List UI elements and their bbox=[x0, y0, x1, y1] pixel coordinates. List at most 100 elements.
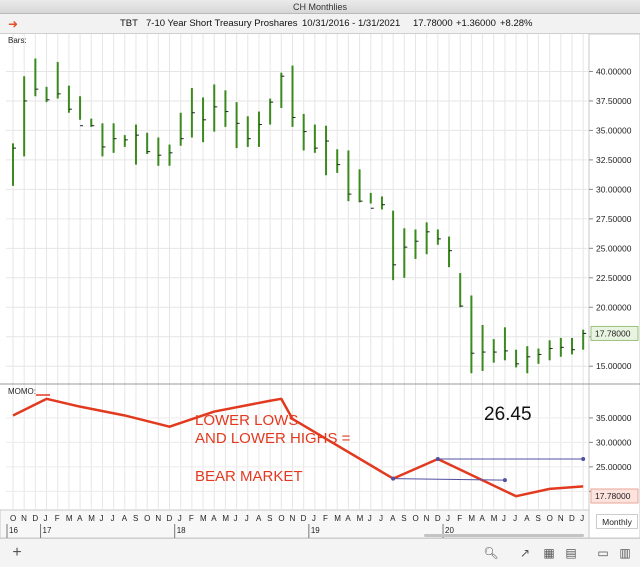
trend-line bbox=[393, 478, 505, 481]
horizontal-scrollbar bbox=[424, 534, 584, 537]
y-tick-label: 30.00000 bbox=[596, 437, 632, 447]
panel-icon[interactable]: ▥ bbox=[619, 546, 631, 560]
x-month-label: J bbox=[234, 514, 238, 523]
momo-last-box bbox=[590, 488, 639, 504]
chart-header: ➜ TBT 7-10 Year Short Treasury Proshares… bbox=[0, 14, 640, 34]
level-label: 26.45 bbox=[484, 404, 532, 425]
x-month-label: M bbox=[222, 514, 229, 523]
x-month-label: A bbox=[345, 514, 351, 523]
y-tick-label: 30.00000 bbox=[596, 184, 632, 194]
trend-line-handle bbox=[435, 457, 440, 462]
x-month-label: F bbox=[323, 514, 328, 523]
x-month-label: A bbox=[256, 514, 262, 523]
x-month-label: N bbox=[155, 514, 161, 523]
x-month-label: J bbox=[379, 514, 383, 523]
x-month-label: N bbox=[424, 514, 430, 523]
x-month-label: D bbox=[301, 514, 307, 523]
x-month-label: J bbox=[580, 514, 584, 523]
x-month-label: A bbox=[524, 514, 530, 523]
x-month-label: N bbox=[21, 514, 27, 523]
grid-icon[interactable]: ▦ bbox=[543, 546, 555, 560]
x-month-label: J bbox=[99, 514, 103, 523]
x-month-label: D bbox=[167, 514, 173, 523]
x-month-label: M bbox=[200, 514, 207, 523]
x-month-label: O bbox=[278, 514, 284, 523]
price-change: +1.36000 bbox=[456, 18, 496, 29]
x-month-label: J bbox=[513, 514, 517, 523]
symbol: TBT bbox=[120, 18, 138, 29]
last-price: 17.78000 bbox=[413, 18, 453, 29]
trend-line-handle bbox=[502, 478, 507, 483]
x-month-label: M bbox=[334, 514, 341, 523]
momo-pane-label: MOMO: bbox=[8, 387, 36, 396]
percent-change: +8.28% bbox=[500, 18, 533, 29]
x-month-label: F bbox=[189, 514, 194, 523]
book-icon[interactable]: ▭ bbox=[597, 546, 609, 560]
x-month-label: M bbox=[357, 514, 364, 523]
y-tick-label: 27.50000 bbox=[596, 214, 632, 224]
bottom-toolbar: + 🔍︎ ↗ ▦ ▤ ▭ ▥ bbox=[0, 538, 640, 567]
x-month-label: D bbox=[569, 514, 575, 523]
x-month-label: D bbox=[435, 514, 441, 523]
x-month-label: A bbox=[390, 514, 396, 523]
layout-icon[interactable]: ▤ bbox=[565, 546, 577, 560]
x-year-label: 16 bbox=[9, 526, 18, 535]
x-month-label: O bbox=[10, 514, 16, 523]
momo-line bbox=[12, 397, 584, 498]
x-month-label: A bbox=[77, 514, 83, 523]
x-month-label: N bbox=[290, 514, 296, 523]
y-tick-label: 37.50000 bbox=[596, 96, 632, 106]
x-month-label: A bbox=[211, 514, 217, 523]
x-month-label: J bbox=[312, 514, 316, 523]
annotation-line: LOWER LOWS bbox=[195, 412, 298, 429]
annotation-line: BEAR MARKET bbox=[195, 468, 303, 485]
x-month-label: J bbox=[446, 514, 450, 523]
x-year-label: 17 bbox=[43, 526, 52, 535]
chart-background bbox=[0, 34, 640, 538]
x-month-label: S bbox=[133, 514, 138, 523]
y-tick-label: 35.00000 bbox=[596, 125, 632, 135]
symbol-description: 7-10 Year Short Treasury Proshares bbox=[146, 18, 298, 29]
y-tick-label: 22.50000 bbox=[596, 273, 632, 283]
price-pane-label: Bars: bbox=[8, 36, 27, 45]
x-month-label: N bbox=[558, 514, 564, 523]
y-tick-label: 35.00000 bbox=[596, 413, 632, 423]
x-axis-strip bbox=[0, 509, 590, 538]
window-title: CH Monthlies bbox=[0, 0, 640, 14]
x-month-label: M bbox=[66, 514, 73, 523]
last-price-label: 17.78000 bbox=[595, 328, 631, 338]
draw-line-icon[interactable]: ↗ bbox=[519, 546, 531, 560]
x-month-label: O bbox=[547, 514, 553, 523]
x-month-label: J bbox=[111, 514, 115, 523]
trend-line-handle bbox=[581, 457, 586, 462]
x-month-label: J bbox=[502, 514, 506, 523]
x-month-label: J bbox=[178, 514, 182, 523]
trend-line-handle bbox=[391, 476, 396, 481]
momo-last-label: 17.78000 bbox=[595, 491, 631, 501]
annotation-line: AND LOWER HIGHS = bbox=[195, 430, 351, 447]
x-month-label: M bbox=[491, 514, 498, 523]
interval-button[interactable]: Monthly bbox=[596, 514, 638, 529]
y-axis-strip bbox=[588, 34, 640, 538]
y-tick-label: 25.00000 bbox=[596, 462, 632, 472]
y-tick-label: 25.00000 bbox=[596, 243, 632, 253]
x-month-label: F bbox=[457, 514, 462, 523]
x-month-label: D bbox=[32, 514, 38, 523]
x-month-label: S bbox=[267, 514, 272, 523]
x-year-label: 20 bbox=[445, 526, 454, 535]
x-month-label: J bbox=[44, 514, 48, 523]
x-month-label: J bbox=[368, 514, 372, 523]
x-month-label: O bbox=[144, 514, 150, 523]
x-month-label: A bbox=[122, 514, 128, 523]
x-month-label: M bbox=[468, 514, 475, 523]
search-icon[interactable]: 🔍︎ bbox=[483, 546, 499, 560]
y-tick-label: 20.00000 bbox=[596, 302, 632, 312]
chart-area[interactable]: 40.00000 37.50000 35.00000 32.50000 30.00000… bbox=[0, 34, 640, 538]
x-month-label: J bbox=[245, 514, 249, 523]
x-year-label: 19 bbox=[311, 526, 320, 535]
y-tick-label: 32.50000 bbox=[596, 155, 632, 165]
x-month-label: S bbox=[535, 514, 540, 523]
red-right-arrow-icon[interactable]: ➜ bbox=[8, 17, 19, 31]
x-month-label: A bbox=[480, 514, 486, 523]
plus-icon[interactable]: + bbox=[12, 544, 22, 561]
